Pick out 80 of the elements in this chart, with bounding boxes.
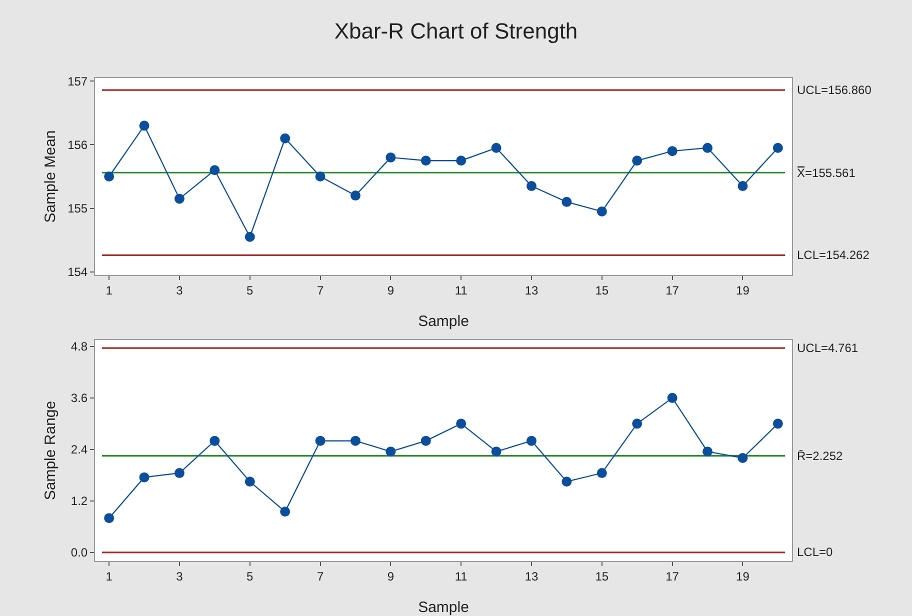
x-tick-label: 7 xyxy=(316,569,324,584)
point xyxy=(210,165,220,176)
point xyxy=(104,513,114,524)
x-tick-label: 19 xyxy=(736,569,750,584)
ref-line-label: LCL=0 xyxy=(797,545,834,559)
point xyxy=(456,156,466,166)
point xyxy=(386,152,396,162)
ref-line-label: LCL=154.262 xyxy=(797,248,870,262)
x-tick-label: 3 xyxy=(176,569,184,584)
point xyxy=(280,133,290,144)
point xyxy=(315,436,326,446)
x-tick-label: 13 xyxy=(524,569,539,584)
point xyxy=(386,446,396,457)
ref-line-label: UCL=156.860 xyxy=(797,83,872,97)
point xyxy=(738,181,748,192)
x-tick-label: 1 xyxy=(106,569,113,584)
x-tick-label: 17 xyxy=(666,283,680,298)
chart-title: Xbar-R Chart of Strength xyxy=(334,18,578,44)
point xyxy=(420,436,431,446)
point xyxy=(315,172,326,182)
y-axis-title: Sample Mean xyxy=(42,130,59,223)
point xyxy=(772,142,783,153)
point xyxy=(632,156,642,166)
point xyxy=(104,172,114,182)
ref-line-label: X̿=155.561 xyxy=(797,166,856,180)
point xyxy=(174,194,184,204)
y-tick-label: 3.6 xyxy=(70,391,88,406)
y-axis-title: Sample Range xyxy=(42,400,59,500)
x-tick-label: 5 xyxy=(246,283,254,298)
point xyxy=(526,181,537,192)
point xyxy=(596,206,607,216)
point xyxy=(596,468,607,478)
point xyxy=(456,418,466,429)
point xyxy=(632,418,642,429)
x-tick-label: 7 xyxy=(316,283,324,298)
point xyxy=(738,453,748,464)
x-tick-label: 17 xyxy=(666,569,680,584)
point xyxy=(280,506,290,517)
point xyxy=(491,142,502,153)
point xyxy=(562,476,572,487)
point xyxy=(350,190,360,201)
x-tick-label: 15 xyxy=(595,569,609,584)
point xyxy=(244,476,255,487)
y-tick-label: 156 xyxy=(68,138,88,152)
point xyxy=(526,436,537,446)
y-tick-label: 0.0 xyxy=(70,546,88,560)
point xyxy=(667,392,678,403)
y-tick-label: 1.2 xyxy=(70,494,88,508)
ref-line-label: R̄=2.252 xyxy=(797,449,844,463)
y-tick-label: 4.8 xyxy=(70,340,88,354)
point xyxy=(562,196,572,207)
point xyxy=(491,446,502,457)
x-axis-title: Sample xyxy=(418,599,469,616)
x-tick-label: 1 xyxy=(106,283,113,298)
x-tick-label: 13 xyxy=(524,283,539,298)
point xyxy=(667,146,678,156)
x-tick-label: 15 xyxy=(595,283,609,298)
ref-line-label: UCL=4.761 xyxy=(797,341,858,355)
y-tick-label: 157 xyxy=(68,74,88,88)
point xyxy=(420,156,431,166)
point xyxy=(244,232,255,242)
point xyxy=(139,120,150,131)
point xyxy=(174,468,184,478)
x-tick-label: 9 xyxy=(387,283,394,298)
x-tick-label: 3 xyxy=(176,283,184,298)
x-tick-label: 9 xyxy=(387,569,394,584)
point xyxy=(350,436,360,446)
point xyxy=(702,142,713,153)
y-tick-label: 154 xyxy=(68,265,88,280)
point xyxy=(772,418,783,429)
y-tick-label: 155 xyxy=(68,201,88,216)
point xyxy=(702,446,713,457)
x-tick-label: 5 xyxy=(246,569,254,584)
y-tick-label: 2.4 xyxy=(70,442,88,457)
x-tick-label: 11 xyxy=(454,283,468,298)
x-axis-title: Sample xyxy=(418,313,469,330)
point xyxy=(210,436,220,446)
point xyxy=(139,472,150,482)
x-tick-label: 11 xyxy=(454,569,468,584)
x-tick-label: 19 xyxy=(736,283,750,298)
